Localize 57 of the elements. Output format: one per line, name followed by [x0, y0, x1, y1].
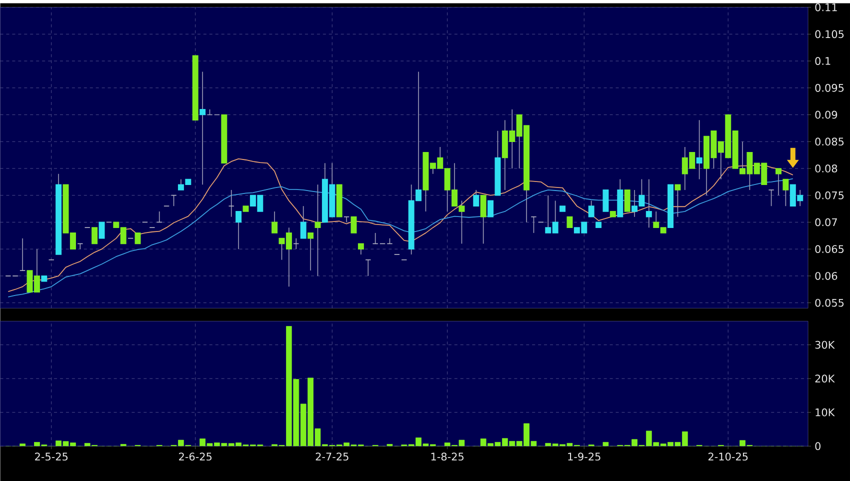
candlestick — [624, 190, 630, 212]
candlestick — [473, 190, 480, 206]
candlestick — [134, 232, 141, 244]
y-tick-label: 0.06 — [815, 272, 838, 280]
candlestick — [776, 168, 782, 196]
y-tick-label: 20K — [815, 374, 835, 382]
candlestick — [696, 120, 702, 180]
candlestick — [588, 200, 594, 218]
candlestick — [480, 194, 486, 244]
candlestick — [646, 178, 652, 228]
y-tick-label: 0.105 — [815, 30, 844, 38]
candlestick — [365, 259, 372, 276]
candlestick — [674, 184, 681, 218]
y-tick-label: 0.09 — [815, 110, 838, 119]
candlestick — [170, 194, 177, 206]
y-tick-label: 0.08 — [815, 164, 838, 172]
y-tick-label: 0 — [815, 442, 820, 450]
y-tick-label: 0.11 — [815, 3, 837, 12]
candlestick — [602, 190, 609, 212]
candlestick — [293, 238, 300, 250]
bar — [20, 444, 26, 446]
candlestick — [488, 200, 494, 218]
candlestick — [768, 190, 774, 206]
candlestick — [98, 222, 105, 239]
candlestick — [566, 216, 573, 228]
x-tick-label: 2-6-25 — [179, 452, 212, 460]
y-tick-label: 0.07 — [815, 218, 837, 226]
candlestick — [20, 238, 26, 271]
candlestick — [200, 71, 206, 185]
candlestick — [156, 210, 162, 223]
y-tick-label: 0.065 — [815, 245, 844, 253]
y-tick-label: 30K — [815, 340, 835, 349]
y-tick-label: 0.075 — [815, 191, 844, 200]
x-tick-label: 1-9-25 — [568, 452, 600, 460]
candlestick — [350, 216, 357, 234]
y-tick-label: 0.085 — [815, 138, 844, 146]
candlestick — [272, 210, 278, 234]
x-tick-label: 2-10-25 — [708, 452, 748, 460]
candlestick — [530, 216, 537, 234]
y-tick-label: 0.055 — [815, 298, 844, 307]
y-tick-label: 10K — [816, 408, 835, 416]
candlestick — [228, 190, 234, 218]
candlestick — [782, 178, 789, 206]
x-tick-label: 1-8-25 — [431, 452, 464, 460]
candlestick — [314, 184, 321, 276]
candlestick — [372, 232, 378, 244]
y-tick-label: 0.095 — [815, 84, 844, 92]
bar — [120, 444, 126, 446]
candlestick — [92, 227, 98, 244]
candlestick — [308, 232, 314, 271]
y-tick-label: 0.1 — [815, 56, 830, 65]
candlestick — [358, 243, 364, 255]
x-tick-label: 2-7-25 — [316, 452, 348, 460]
candlestick — [344, 216, 350, 223]
candlestick — [300, 206, 306, 239]
x-tick-label: 2-5-25 — [35, 452, 68, 460]
candlestick — [236, 210, 242, 250]
